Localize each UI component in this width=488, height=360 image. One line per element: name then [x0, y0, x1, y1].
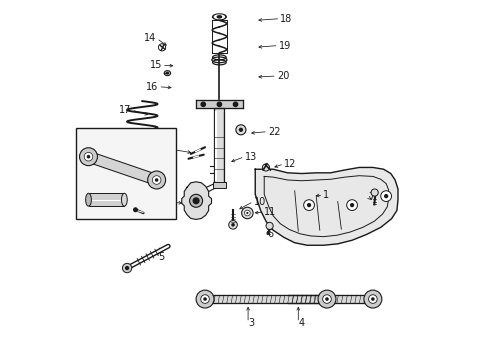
Polygon shape	[182, 182, 211, 220]
Circle shape	[201, 102, 205, 107]
Text: 10: 10	[253, 197, 265, 207]
Circle shape	[325, 297, 328, 301]
Circle shape	[233, 102, 237, 107]
Text: 22: 22	[267, 127, 280, 136]
Circle shape	[155, 178, 158, 182]
Circle shape	[125, 266, 129, 270]
Text: 8: 8	[105, 129, 112, 138]
Text: 21: 21	[160, 144, 172, 154]
Circle shape	[80, 148, 97, 166]
Text: 17: 17	[119, 105, 131, 115]
Bar	[196, 100, 242, 108]
Circle shape	[368, 295, 376, 303]
Circle shape	[203, 297, 206, 301]
Text: 5: 5	[158, 252, 164, 262]
Text: 3: 3	[247, 318, 254, 328]
Text: 12: 12	[284, 159, 296, 169]
Circle shape	[201, 295, 209, 303]
Circle shape	[363, 290, 381, 308]
Circle shape	[317, 290, 335, 308]
Polygon shape	[287, 295, 372, 303]
Ellipse shape	[121, 193, 127, 206]
Ellipse shape	[217, 16, 221, 18]
Circle shape	[147, 171, 165, 189]
Circle shape	[303, 200, 314, 211]
Circle shape	[349, 203, 353, 207]
Bar	[88, 193, 124, 206]
Ellipse shape	[129, 163, 155, 171]
Circle shape	[244, 210, 250, 216]
Text: 20: 20	[276, 71, 288, 81]
Text: 16: 16	[146, 82, 158, 92]
Circle shape	[231, 223, 234, 226]
Text: 2: 2	[154, 197, 160, 207]
Bar	[212, 182, 225, 188]
Text: 4: 4	[298, 318, 304, 328]
Text: 9: 9	[139, 170, 144, 180]
Circle shape	[265, 222, 273, 229]
Polygon shape	[255, 167, 397, 245]
Text: 6: 6	[267, 229, 273, 239]
Ellipse shape	[135, 166, 149, 169]
Text: 19: 19	[278, 41, 290, 50]
Circle shape	[238, 128, 243, 132]
Text: 13: 13	[244, 152, 256, 162]
Circle shape	[189, 194, 202, 207]
Circle shape	[322, 295, 330, 303]
Circle shape	[383, 194, 387, 198]
Circle shape	[370, 189, 378, 196]
Ellipse shape	[214, 15, 224, 19]
Circle shape	[196, 290, 214, 308]
Text: 15: 15	[149, 60, 162, 70]
Bar	[214, 108, 224, 184]
Circle shape	[193, 198, 199, 204]
Circle shape	[133, 207, 138, 212]
Circle shape	[370, 297, 374, 301]
Text: 14: 14	[144, 33, 156, 43]
Circle shape	[262, 164, 269, 171]
Circle shape	[84, 152, 93, 161]
Circle shape	[235, 125, 245, 135]
Bar	[76, 128, 176, 220]
Ellipse shape	[165, 72, 169, 75]
Circle shape	[346, 200, 357, 211]
Circle shape	[228, 221, 237, 229]
Polygon shape	[86, 152, 158, 185]
Text: 11: 11	[264, 207, 276, 217]
Circle shape	[122, 264, 131, 273]
Circle shape	[241, 207, 253, 219]
Circle shape	[217, 102, 221, 107]
Circle shape	[86, 155, 90, 158]
Ellipse shape	[85, 193, 91, 206]
Circle shape	[380, 191, 391, 202]
Text: 7: 7	[367, 192, 374, 202]
Ellipse shape	[212, 14, 226, 20]
Circle shape	[152, 176, 161, 184]
Polygon shape	[204, 295, 326, 303]
Text: 18: 18	[280, 14, 292, 24]
Circle shape	[306, 203, 310, 207]
Circle shape	[246, 212, 248, 214]
Ellipse shape	[164, 71, 170, 76]
Text: 1: 1	[323, 190, 329, 200]
